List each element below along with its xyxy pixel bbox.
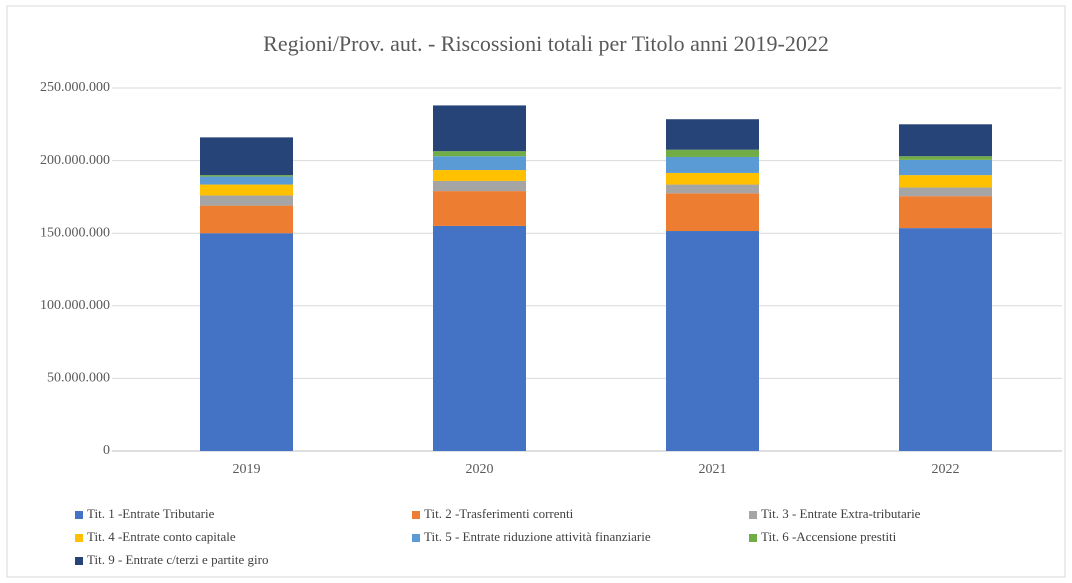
bar-segment [433,180,526,192]
legend-swatch [75,557,83,565]
y-tick-label: 250.000.000 [40,80,110,95]
bar-segment [899,196,992,229]
y-tick-label: 100.000.000 [40,298,110,313]
bar-segment [200,233,293,451]
bar-segment [666,156,759,173]
legend-swatch [412,511,420,519]
legend-swatch [75,534,83,542]
x-tick-label: 2019 [233,462,261,477]
chart-frame [6,5,1066,578]
bar-segment [899,124,992,157]
bar-segment [433,225,526,451]
bar-segment [200,176,293,185]
bar-segment [433,105,526,152]
legend-swatch [75,511,83,519]
bar-segment [433,170,526,181]
legend-swatch [749,534,757,542]
bar-segment [200,175,293,177]
legend-label: Tit. 4 -Entrate conto capitale [87,529,236,544]
legend-label: Tit. 3 - Entrate Extra-tributarie [761,506,921,521]
bar-segment [899,187,992,197]
bar-segment [200,137,293,176]
bar-segment [200,205,293,234]
bar-segment [666,184,759,194]
bar-segment [899,159,992,176]
y-tick-label: 200.000.000 [40,153,110,168]
x-tick-label: 2022 [932,462,960,477]
bar-segment [666,172,759,185]
legend-swatch [412,534,420,542]
bar-segment [899,156,992,160]
bar-segment [433,156,526,171]
chart-title: Regioni/Prov. aut. - Riscossioni totali … [263,31,829,56]
bar-segment [666,149,759,157]
bar-segment [666,119,759,150]
legend-swatch [749,511,757,519]
bar-segment [899,175,992,188]
legend-label: Tit. 5 - Entrate riduzione attività fina… [424,529,651,544]
bar-segment [666,231,759,451]
y-tick-label: 0 [103,443,110,458]
legend-label: Tit. 6 -Accensione prestiti [761,529,897,544]
y-tick-label: 50.000.000 [47,371,110,386]
legend-label: Tit. 1 -Entrate Tributarie [87,506,215,521]
x-tick-label: 2020 [466,462,494,477]
legend-label: Tit. 9 - Entrate c/terzi e partite giro [87,552,268,567]
x-tick-label: 2021 [699,462,727,477]
y-tick-label: 150.000.000 [40,225,110,240]
bar-segment [433,151,526,157]
bar-segment [899,228,992,451]
bar-segment [200,184,293,196]
bar-segment [433,191,526,226]
legend-label: Tit. 2 -Trasferimenti correnti [424,506,574,521]
bar-segment [666,193,759,232]
bar-segment [200,195,293,206]
